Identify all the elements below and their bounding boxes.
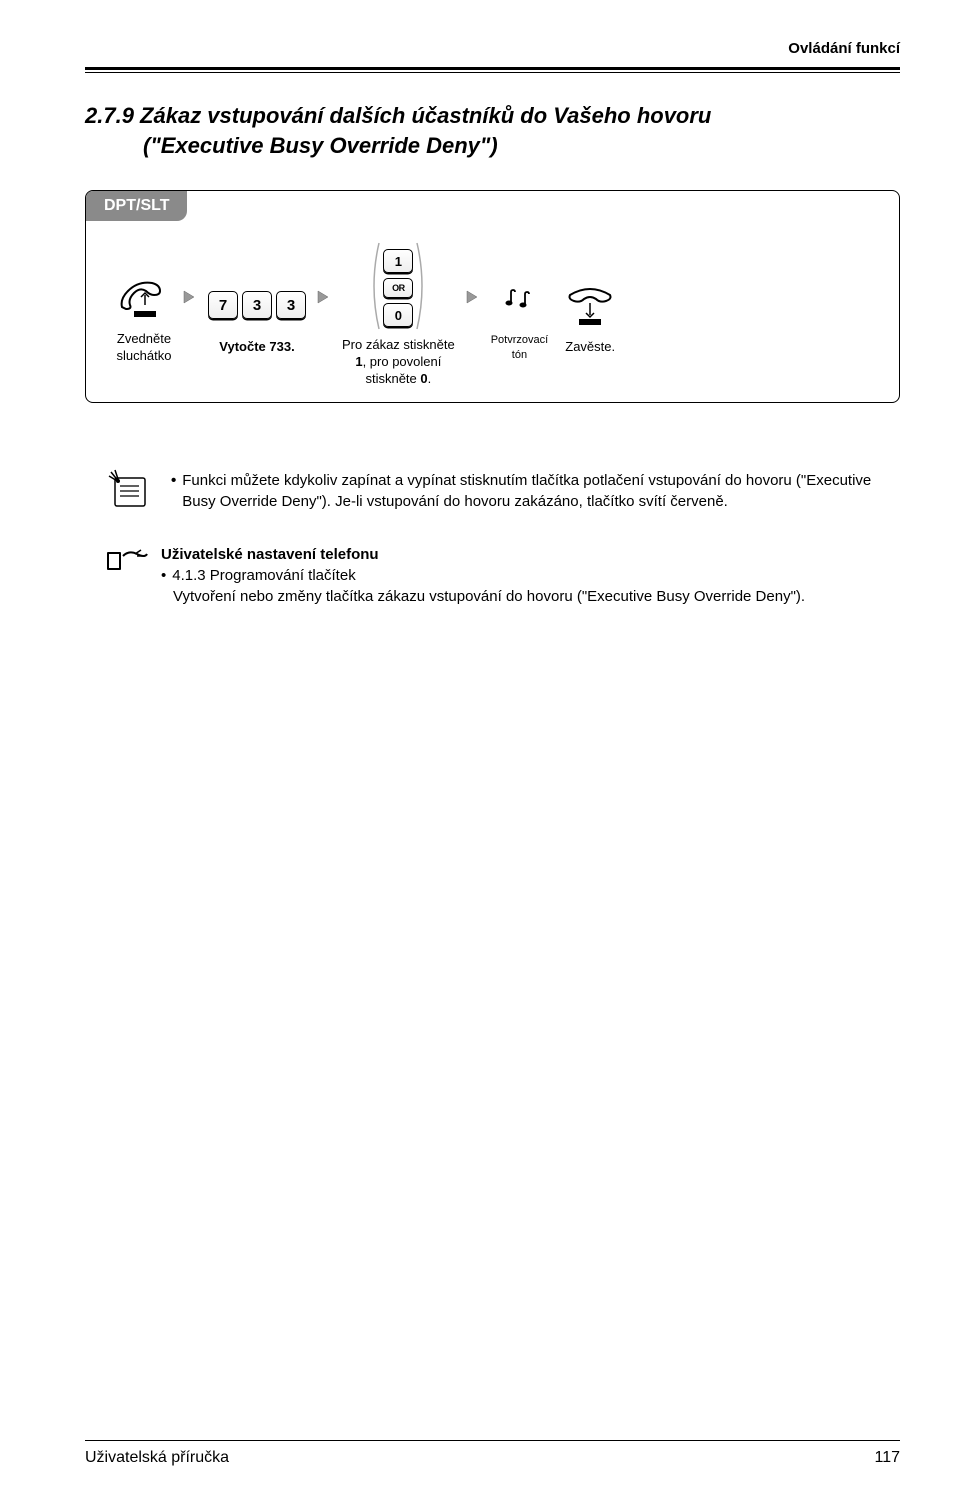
section-title-line1: 2.7.9 Zákaz vstupování dalších účastníků… [85,103,711,128]
arrow-icon [314,289,334,343]
page-footer: Uživatelská příručka 117 [85,1440,900,1467]
note-icon [105,468,153,512]
page-category: Ovládání funkcí [85,40,900,57]
step-pickup: Zvedněte sluchátko [116,267,172,365]
arrow-icon [463,289,483,343]
step-tone-label: Potvrzovací tón [491,333,548,362]
device-tab: DPT/SLT [86,191,187,221]
rule-thick [85,67,900,70]
step-option: 1 OR 0 Pro zákaz stiskněte1, pro povolen… [342,243,455,388]
procedure-steps: Zvedněte sluchátko 7 3 3 Vytočte 733. [86,221,899,402]
step-dial: 7 3 3 Vytočte 733. [208,275,306,356]
footer-doc-title: Uživatelská příručka [85,1449,229,1467]
reference-icon [105,544,149,574]
option-keys: 1 OR 0 [371,241,425,335]
key-1: 1 [383,249,413,273]
footer-page-number: 117 [874,1449,900,1467]
reference-sub: Vytvoření nebo změny tlačítka zákazu vst… [161,586,805,607]
step-pickup-label: Zvedněte sluchátko [117,331,172,365]
tone-icon [501,269,537,329]
handset-offhook-icon [116,267,172,327]
step-option-label: Pro zákaz stiskněte1, pro povolenístiskn… [342,337,455,388]
step-tone: Potvrzovací tón [491,269,548,362]
note-text: Funkci můžete kdykoliv zapínat a vypínat… [171,468,900,512]
reference-title: Uživatelské nastavení telefonu [161,544,805,565]
section-title-line2: ("Executive Busy Override Deny") [85,131,900,161]
rule-thin [85,72,900,73]
dial-keys: 7 3 3 [208,275,306,335]
section-title: 2.7.9 Zákaz vstupování dalších účastníků… [85,101,900,160]
arrow-icon [180,289,200,343]
reference-text: Uživatelské nastavení telefonu 4.1.3 Pro… [161,544,805,607]
procedure-box: DPT/SLT Zvedněte sluchátko [85,190,900,403]
key-0: 0 [383,303,413,327]
key-3b: 3 [276,291,306,319]
key-7: 7 [208,291,238,319]
step-dial-label: Vytočte 733. [219,339,294,356]
handset-onhook-icon [562,275,618,335]
key-3: 3 [242,291,272,319]
reference-block: Uživatelské nastavení telefonu 4.1.3 Pro… [85,544,900,607]
key-or: OR [383,278,413,298]
step-hangup-label: Zavěste. [565,339,615,356]
note-block: Funkci můžete kdykoliv zapínat a vypínat… [85,468,900,512]
reference-item: 4.1.3 Programování tlačítek [172,565,355,586]
step-hangup: Zavěste. [562,275,618,356]
